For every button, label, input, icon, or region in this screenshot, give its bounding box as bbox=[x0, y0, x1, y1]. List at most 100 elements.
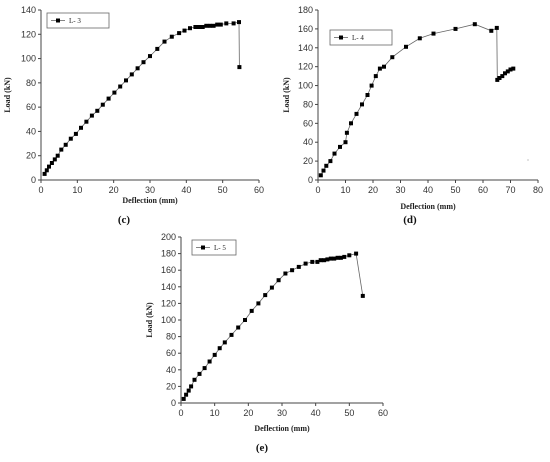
data-point-marker bbox=[243, 318, 247, 322]
y-tick-label: 100 bbox=[161, 315, 176, 325]
y-tick-label: 100 bbox=[21, 54, 36, 64]
data-point-marker bbox=[229, 332, 234, 337]
data-point-marker bbox=[211, 23, 216, 28]
data-point-marker bbox=[231, 21, 236, 26]
series-line bbox=[320, 23, 514, 176]
x-tick-label: 0 bbox=[38, 185, 43, 195]
data-point-marker bbox=[417, 36, 422, 41]
y-tick-label: 120 bbox=[21, 29, 36, 39]
data-point-marker bbox=[325, 257, 330, 262]
data-point-marker bbox=[162, 39, 167, 44]
data-point-marker bbox=[303, 261, 308, 266]
y-tick-label: 0 bbox=[171, 398, 176, 408]
data-point-marker bbox=[100, 102, 105, 107]
y-axis-title: Load (kN) bbox=[3, 77, 12, 113]
data-point-marker bbox=[237, 20, 241, 25]
x-tick-label: 60 bbox=[478, 185, 488, 195]
data-point-marker bbox=[263, 293, 268, 298]
data-point-marker bbox=[332, 151, 337, 156]
legend: L- 5 bbox=[191, 239, 237, 256]
data-point-marker bbox=[218, 22, 223, 27]
y-tick-label: 0 bbox=[31, 175, 36, 185]
data-point-marker bbox=[192, 377, 197, 382]
x-tick-label: 30 bbox=[395, 185, 405, 195]
data-point-marker bbox=[207, 359, 212, 364]
y-tick-label: 80 bbox=[303, 99, 313, 109]
data-point-marker bbox=[42, 171, 47, 176]
data-point-marker bbox=[269, 285, 274, 290]
data-point-marker bbox=[202, 366, 207, 371]
data-point-marker bbox=[204, 23, 209, 28]
data-point-marker bbox=[511, 66, 516, 71]
legend-label: L- 4 bbox=[352, 34, 364, 42]
data-point-marker bbox=[59, 147, 64, 152]
data-point-marker bbox=[321, 168, 326, 173]
data-point-marker bbox=[197, 371, 202, 376]
data-point-marker bbox=[44, 168, 49, 173]
data-point-marker bbox=[106, 96, 111, 101]
stray-mark bbox=[527, 159, 529, 161]
legend-box bbox=[329, 29, 393, 46]
data-point-marker bbox=[328, 256, 333, 261]
data-point-marker bbox=[47, 164, 51, 169]
data-point-marker bbox=[124, 78, 128, 83]
y-tick-label: 140 bbox=[298, 43, 313, 53]
y-axis-title: Load (kN) bbox=[145, 302, 154, 338]
data-point-marker bbox=[494, 25, 499, 30]
data-point-marker bbox=[404, 44, 408, 49]
y-tick-label: 200 bbox=[161, 232, 176, 242]
data-point-marker bbox=[354, 251, 359, 256]
data-point-marker bbox=[200, 25, 205, 29]
x-tick-label: 50 bbox=[218, 185, 228, 195]
data-point-marker bbox=[338, 144, 342, 149]
data-point-marker bbox=[182, 28, 187, 33]
data-point-marker bbox=[84, 119, 89, 124]
data-point-marker bbox=[237, 65, 242, 70]
data-point-marker bbox=[296, 264, 301, 269]
data-point-marker bbox=[328, 159, 333, 164]
data-point-marker bbox=[52, 157, 57, 162]
series-line bbox=[44, 21, 240, 175]
y-tick-label: 140 bbox=[21, 5, 36, 15]
data-point-marker bbox=[249, 308, 254, 313]
data-point-marker bbox=[169, 34, 174, 39]
legend-label: L- 5 bbox=[214, 244, 226, 252]
chart-panel: 0 10 20 30 40 50 60 0 20 40 60 80 100 120 140 Deflectio… bbox=[3, 5, 264, 226]
y-tick-label: 60 bbox=[303, 118, 313, 128]
x-tick-label: 60 bbox=[378, 408, 388, 418]
y-tick-label: 40 bbox=[26, 126, 36, 136]
data-point-marker bbox=[55, 153, 60, 158]
series-line bbox=[183, 253, 364, 400]
legend-box bbox=[191, 239, 237, 256]
y-tick-label: 120 bbox=[298, 62, 313, 72]
chart-panel: 0 10 20 30 40 50 60 0 20 40 60 80 100 120 140 160 180 200… bbox=[145, 232, 388, 454]
data-point-marker bbox=[377, 66, 382, 71]
panel-label: (c) bbox=[118, 214, 131, 226]
data-point-marker bbox=[148, 54, 152, 59]
y-tick-label: 20 bbox=[166, 381, 176, 391]
data-point-marker bbox=[181, 396, 186, 401]
data-point-marker bbox=[129, 72, 134, 77]
data-point-marker bbox=[188, 26, 192, 31]
x-tick-label: 30 bbox=[145, 185, 155, 195]
data-point-marker bbox=[322, 258, 327, 263]
data-point-marker bbox=[68, 136, 73, 141]
y-tick-label: 20 bbox=[303, 156, 313, 166]
y-tick-label: 40 bbox=[303, 137, 313, 147]
data-point-marker bbox=[186, 388, 191, 393]
data-point-marker bbox=[365, 93, 370, 97]
data-point-marker bbox=[63, 142, 68, 147]
data-point-marker bbox=[497, 76, 502, 80]
data-point-marker bbox=[155, 46, 160, 51]
data-point-marker bbox=[49, 161, 54, 165]
x-tick-label: 80 bbox=[533, 185, 543, 195]
data-point-marker bbox=[354, 111, 359, 116]
x-tick-label: 40 bbox=[423, 185, 433, 195]
data-point-marker bbox=[222, 340, 227, 345]
x-tick-label: 50 bbox=[450, 185, 460, 195]
chart-panel: 0 10 20 30 40 50 60 70 80 0 20 40 60 80 100 120 140 160 18… bbox=[282, 5, 543, 226]
legend-marker bbox=[339, 35, 343, 40]
data-point-marker bbox=[390, 55, 395, 60]
data-point-marker bbox=[118, 84, 123, 89]
data-point-marker bbox=[212, 352, 217, 357]
